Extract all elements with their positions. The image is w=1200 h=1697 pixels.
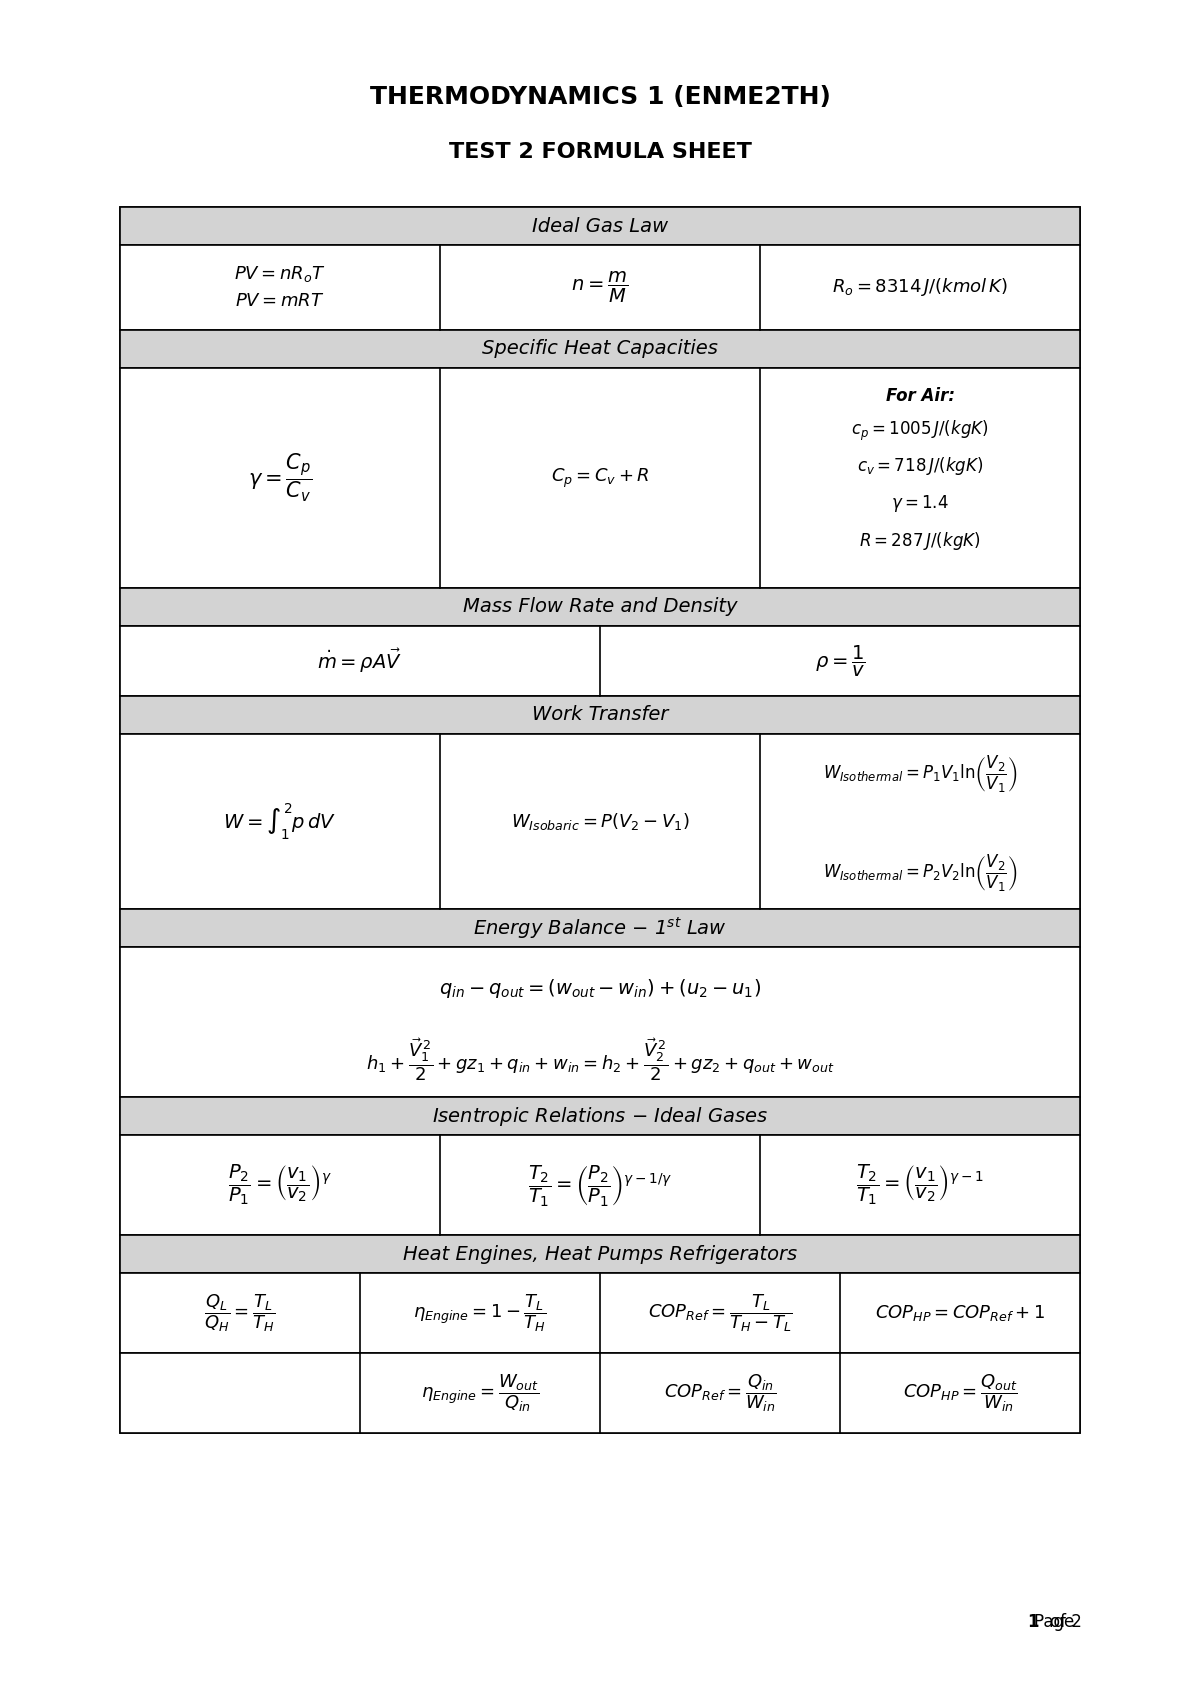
- Text: $COP_{Ref} = \dfrac{T_L}{T_H - T_L}$: $COP_{Ref} = \dfrac{T_L}{T_H - T_L}$: [648, 1291, 792, 1334]
- Bar: [120, 368, 1080, 587]
- Text: Isentropic Relations $-$ Ideal Gases: Isentropic Relations $-$ Ideal Gases: [432, 1105, 768, 1127]
- Bar: [120, 587, 1080, 626]
- Text: $\dot{m} = \rho A \vec{V}$: $\dot{m} = \rho A \vec{V}$: [318, 647, 402, 675]
- Bar: [120, 1273, 1080, 1353]
- Text: $COP_{HP} = \dfrac{Q_{out}}{W_{in}}$: $COP_{HP} = \dfrac{Q_{out}}{W_{in}}$: [902, 1373, 1018, 1414]
- Text: $n = \dfrac{m}{M}$: $n = \dfrac{m}{M}$: [571, 270, 629, 305]
- Text: of 2: of 2: [1050, 1614, 1082, 1631]
- Text: $W_{Isothermal} = P_1V_1\ln\!\left(\dfrac{V_2}{V_1}\right)$: $W_{Isothermal} = P_1V_1\ln\!\left(\dfra…: [823, 753, 1018, 796]
- Bar: [120, 626, 1080, 696]
- Text: Mass Flow Rate and Density: Mass Flow Rate and Density: [463, 597, 737, 616]
- Text: Heat Engines, Heat Pumps Refrigerators: Heat Engines, Heat Pumps Refrigerators: [403, 1244, 797, 1264]
- Text: THERMODYNAMICS 1 (ENME2TH): THERMODYNAMICS 1 (ENME2TH): [370, 85, 830, 109]
- Bar: [120, 1096, 1080, 1135]
- Text: $\eta_{Engine} = 1 - \dfrac{T_L}{T_H}$: $\eta_{Engine} = 1 - \dfrac{T_L}{T_H}$: [413, 1291, 547, 1334]
- Text: TEST 2 FORMULA SHEET: TEST 2 FORMULA SHEET: [449, 143, 751, 161]
- Text: $W_{Isobaric} = P(V_2 - V_1)$: $W_{Isobaric} = P(V_2 - V_1)$: [511, 811, 689, 832]
- Text: $COP_{HP} = COP_{Ref} + 1$: $COP_{HP} = COP_{Ref} + 1$: [875, 1303, 1045, 1324]
- Text: Specific Heat Capacities: Specific Heat Capacities: [482, 339, 718, 358]
- Text: $\dfrac{T_2}{T_1} = \left(\dfrac{P_2}{P_1}\right)^{\gamma-1/\gamma}$: $\dfrac{T_2}{T_1} = \left(\dfrac{P_2}{P_…: [528, 1162, 672, 1208]
- Text: $\gamma = 1.4$: $\gamma = 1.4$: [892, 492, 949, 514]
- Text: $q_{in} - q_{out} = (w_{out} - w_{in}) + (u_2 - u_1)$: $q_{in} - q_{out} = (w_{out} - w_{in}) +…: [439, 977, 761, 1001]
- Text: $\rho = \dfrac{1}{v}$: $\rho = \dfrac{1}{v}$: [815, 643, 865, 679]
- Bar: [120, 1353, 1080, 1432]
- Text: $\dfrac{P_2}{P_1} = \left(\dfrac{v_1}{v_2}\right)^{\gamma}$: $\dfrac{P_2}{P_1} = \left(\dfrac{v_1}{v_…: [228, 1162, 332, 1207]
- Bar: [120, 910, 1080, 947]
- Text: Ideal Gas Law: Ideal Gas Law: [532, 217, 668, 236]
- Text: $h_1 + \dfrac{\vec{V}_1^{\,2}}{2} + gz_1 + q_{in} + w_{in} = h_2 + \dfrac{\vec{V: $h_1 + \dfrac{\vec{V}_1^{\,2}}{2} + gz_1…: [366, 1037, 834, 1083]
- Text: $R = 287\,J/(kgK)$: $R = 287\,J/(kgK)$: [859, 529, 980, 552]
- Text: Work Transfer: Work Transfer: [532, 706, 668, 725]
- Text: $R_o = 8314\,J/(kmol\,K)$: $R_o = 8314\,J/(kmol\,K)$: [832, 277, 1008, 299]
- Text: Energy Balance $-$ 1$^{st}$ Law: Energy Balance $-$ 1$^{st}$ Law: [473, 915, 727, 940]
- Text: $c_p = 1005\,J/(kgK)$: $c_p = 1005\,J/(kgK)$: [851, 419, 989, 443]
- Text: $PV = mRT$: $PV = mRT$: [235, 292, 325, 309]
- Text: $C_p = C_v + R$: $C_p = C_v + R$: [551, 467, 649, 490]
- Text: Page: Page: [1034, 1614, 1080, 1631]
- Bar: [120, 735, 1080, 910]
- Bar: [120, 696, 1080, 735]
- Bar: [120, 1135, 1080, 1235]
- Bar: [120, 207, 1080, 1432]
- Text: $c_v = 718\,J/(kgK)$: $c_v = 718\,J/(kgK)$: [857, 455, 983, 477]
- Bar: [120, 207, 1080, 244]
- Text: 1: 1: [1027, 1614, 1039, 1631]
- Text: $COP_{Ref} = \dfrac{Q_{in}}{W_{in}}$: $COP_{Ref} = \dfrac{Q_{in}}{W_{in}}$: [664, 1373, 776, 1414]
- Text: For Air:: For Air:: [886, 387, 954, 406]
- Text: $PV = nR_oT$: $PV = nR_oT$: [234, 265, 325, 285]
- Text: $W_{Isothermal} = P_2V_2\ln\!\left(\dfrac{V_2}{V_1}\right)$: $W_{Isothermal} = P_2V_2\ln\!\left(\dfra…: [823, 854, 1018, 894]
- Text: $\dfrac{T_2}{T_1} = \left(\dfrac{v_1}{v_2}\right)^{\gamma-1}$: $\dfrac{T_2}{T_1} = \left(\dfrac{v_1}{v_…: [857, 1162, 984, 1207]
- Text: $\eta_{Engine} = \dfrac{W_{out}}{Q_{in}}$: $\eta_{Engine} = \dfrac{W_{out}}{Q_{in}}…: [421, 1373, 539, 1414]
- Text: $\gamma = \dfrac{C_p}{C_v}$: $\gamma = \dfrac{C_p}{C_v}$: [247, 451, 312, 504]
- Bar: [120, 329, 1080, 368]
- Text: $W = \int_1^2 p\,dV$: $W = \int_1^2 p\,dV$: [223, 801, 336, 842]
- Bar: [120, 1235, 1080, 1273]
- Bar: [120, 947, 1080, 1096]
- Text: $\dfrac{Q_L}{Q_H} = \dfrac{T_L}{T_H}$: $\dfrac{Q_L}{Q_H} = \dfrac{T_L}{T_H}$: [204, 1291, 276, 1334]
- Bar: [120, 244, 1080, 329]
